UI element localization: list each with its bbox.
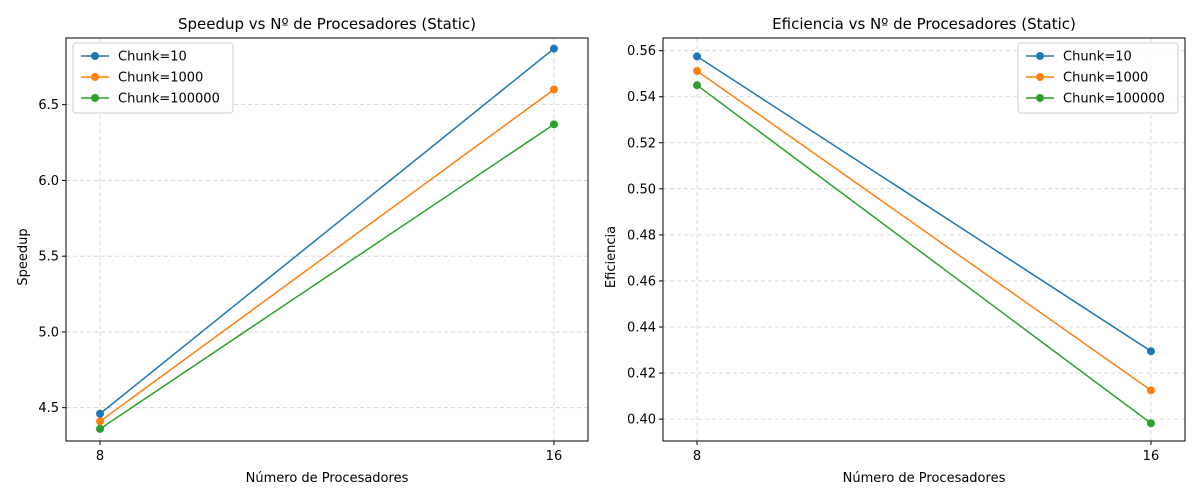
- speedup-legend-marker-1: [91, 73, 99, 81]
- efficiency-legend-marker-1: [1036, 73, 1044, 81]
- speedup-series-line-1: [99, 88, 555, 422]
- efficiency-chart-xlabel: Número de Procesadores: [843, 471, 1006, 486]
- speedup-legend: [72, 42, 234, 114]
- efficiency-y-tick-label-3: 0.46: [627, 274, 656, 289]
- efficiency-y-tick-label-6: 0.52: [627, 136, 656, 151]
- speedup-legend-marker-0: [91, 52, 99, 60]
- speedup-chart-ylabel: Speedup: [16, 228, 31, 285]
- speedup-legend-label-0: Chunk=10: [118, 50, 187, 65]
- efficiency-y-tick-label-2: 0.44: [627, 321, 656, 336]
- efficiency-chart: Eficiencia vs Nº de Procesadores (Static…: [604, 15, 1186, 486]
- speedup-series-line-2: [99, 123, 555, 430]
- efficiency-series-line-2: [696, 84, 1152, 424]
- speedup-series-2-point-0: [96, 424, 105, 433]
- efficiency-y-tick-label-1: 0.42: [627, 367, 656, 382]
- efficiency-legend-marker-0: [1036, 52, 1044, 60]
- efficiency-series-2-point-1: [1146, 419, 1155, 428]
- speedup-series-0-point-1: [549, 44, 558, 53]
- speedup-y-tick-label-1: 5.0: [38, 325, 59, 340]
- efficiency-chart-plot-area: 8 16 0.40 0.42 0.44 0.46 0.48 0.50 0.52 0.54 0.56 C…: [627, 37, 1186, 464]
- efficiency-y-tick-label-4: 0.48: [627, 228, 656, 243]
- efficiency-series-line-1: [696, 70, 1152, 391]
- speedup-series-1-point-1: [549, 85, 558, 94]
- speedup-x-tick-label-1: 16: [546, 449, 563, 464]
- efficiency-legend-marker-2: [1036, 94, 1044, 102]
- efficiency-legend: [1017, 42, 1179, 114]
- efficiency-series-0-point-1: [1146, 347, 1155, 356]
- speedup-legend-marker-2: [91, 94, 99, 102]
- speedup-x-tick-label-0: 8: [96, 449, 104, 464]
- speedup-axes-frame: [65, 37, 589, 442]
- speedup-series-line-0: [99, 48, 555, 415]
- speedup-y-tick-label-4: 6.5: [38, 98, 59, 113]
- speedup-series-0-point-0: [96, 409, 105, 418]
- speedup-legend-label-1: Chunk=1000: [118, 71, 203, 86]
- efficiency-legend-label-1: Chunk=1000: [1063, 71, 1148, 86]
- efficiency-chart-title: Eficiencia vs Nº de Procesadores (Static…: [772, 15, 1076, 33]
- efficiency-y-tick-label-0: 0.40: [627, 413, 656, 428]
- efficiency-legend-label-0: Chunk=10: [1063, 50, 1132, 65]
- efficiency-y-tick-label-8: 0.56: [627, 44, 656, 59]
- speedup-chart-plot-area: 8 16 4.5 5.0 5.5 6.0 6.5 Chunk=10 Chunk=1000 Chun…: [38, 37, 589, 464]
- speedup-series-1-point-0: [96, 417, 105, 426]
- efficiency-x-tick-label-0: 8: [693, 449, 701, 464]
- speedup-legend-label-2: Chunk=100000: [118, 92, 220, 107]
- speedup-chart-xlabel: Número de Procesadores: [246, 471, 409, 486]
- efficiency-y-tick-label-7: 0.54: [627, 90, 656, 105]
- efficiency-series-1-point-1: [1146, 386, 1155, 395]
- speedup-y-tick-label-0: 4.5: [38, 401, 59, 416]
- speedup-chart-title: Speedup vs Nº de Procesadores (Static): [178, 15, 476, 33]
- efficiency-series-2-point-0: [693, 81, 702, 90]
- speedup-chart: Speedup vs Nº de Procesadores (Static) N…: [16, 15, 589, 486]
- efficiency-y-tick-label-5: 0.50: [627, 182, 656, 197]
- efficiency-legend-label-2: Chunk=100000: [1063, 92, 1165, 107]
- efficiency-chart-ylabel: Eficiencia: [604, 226, 619, 288]
- speedup-y-tick-label-2: 5.5: [38, 250, 59, 265]
- speedup-series-2-point-1: [549, 120, 558, 129]
- efficiency-x-tick-label-1: 16: [1143, 449, 1160, 464]
- efficiency-series-1-point-0: [693, 66, 702, 75]
- speedup-y-tick-label-3: 6.0: [38, 174, 59, 189]
- efficiency-series-line-0: [696, 55, 1152, 352]
- efficiency-axes-frame: [662, 37, 1186, 442]
- efficiency-series-0-point-0: [693, 52, 702, 61]
